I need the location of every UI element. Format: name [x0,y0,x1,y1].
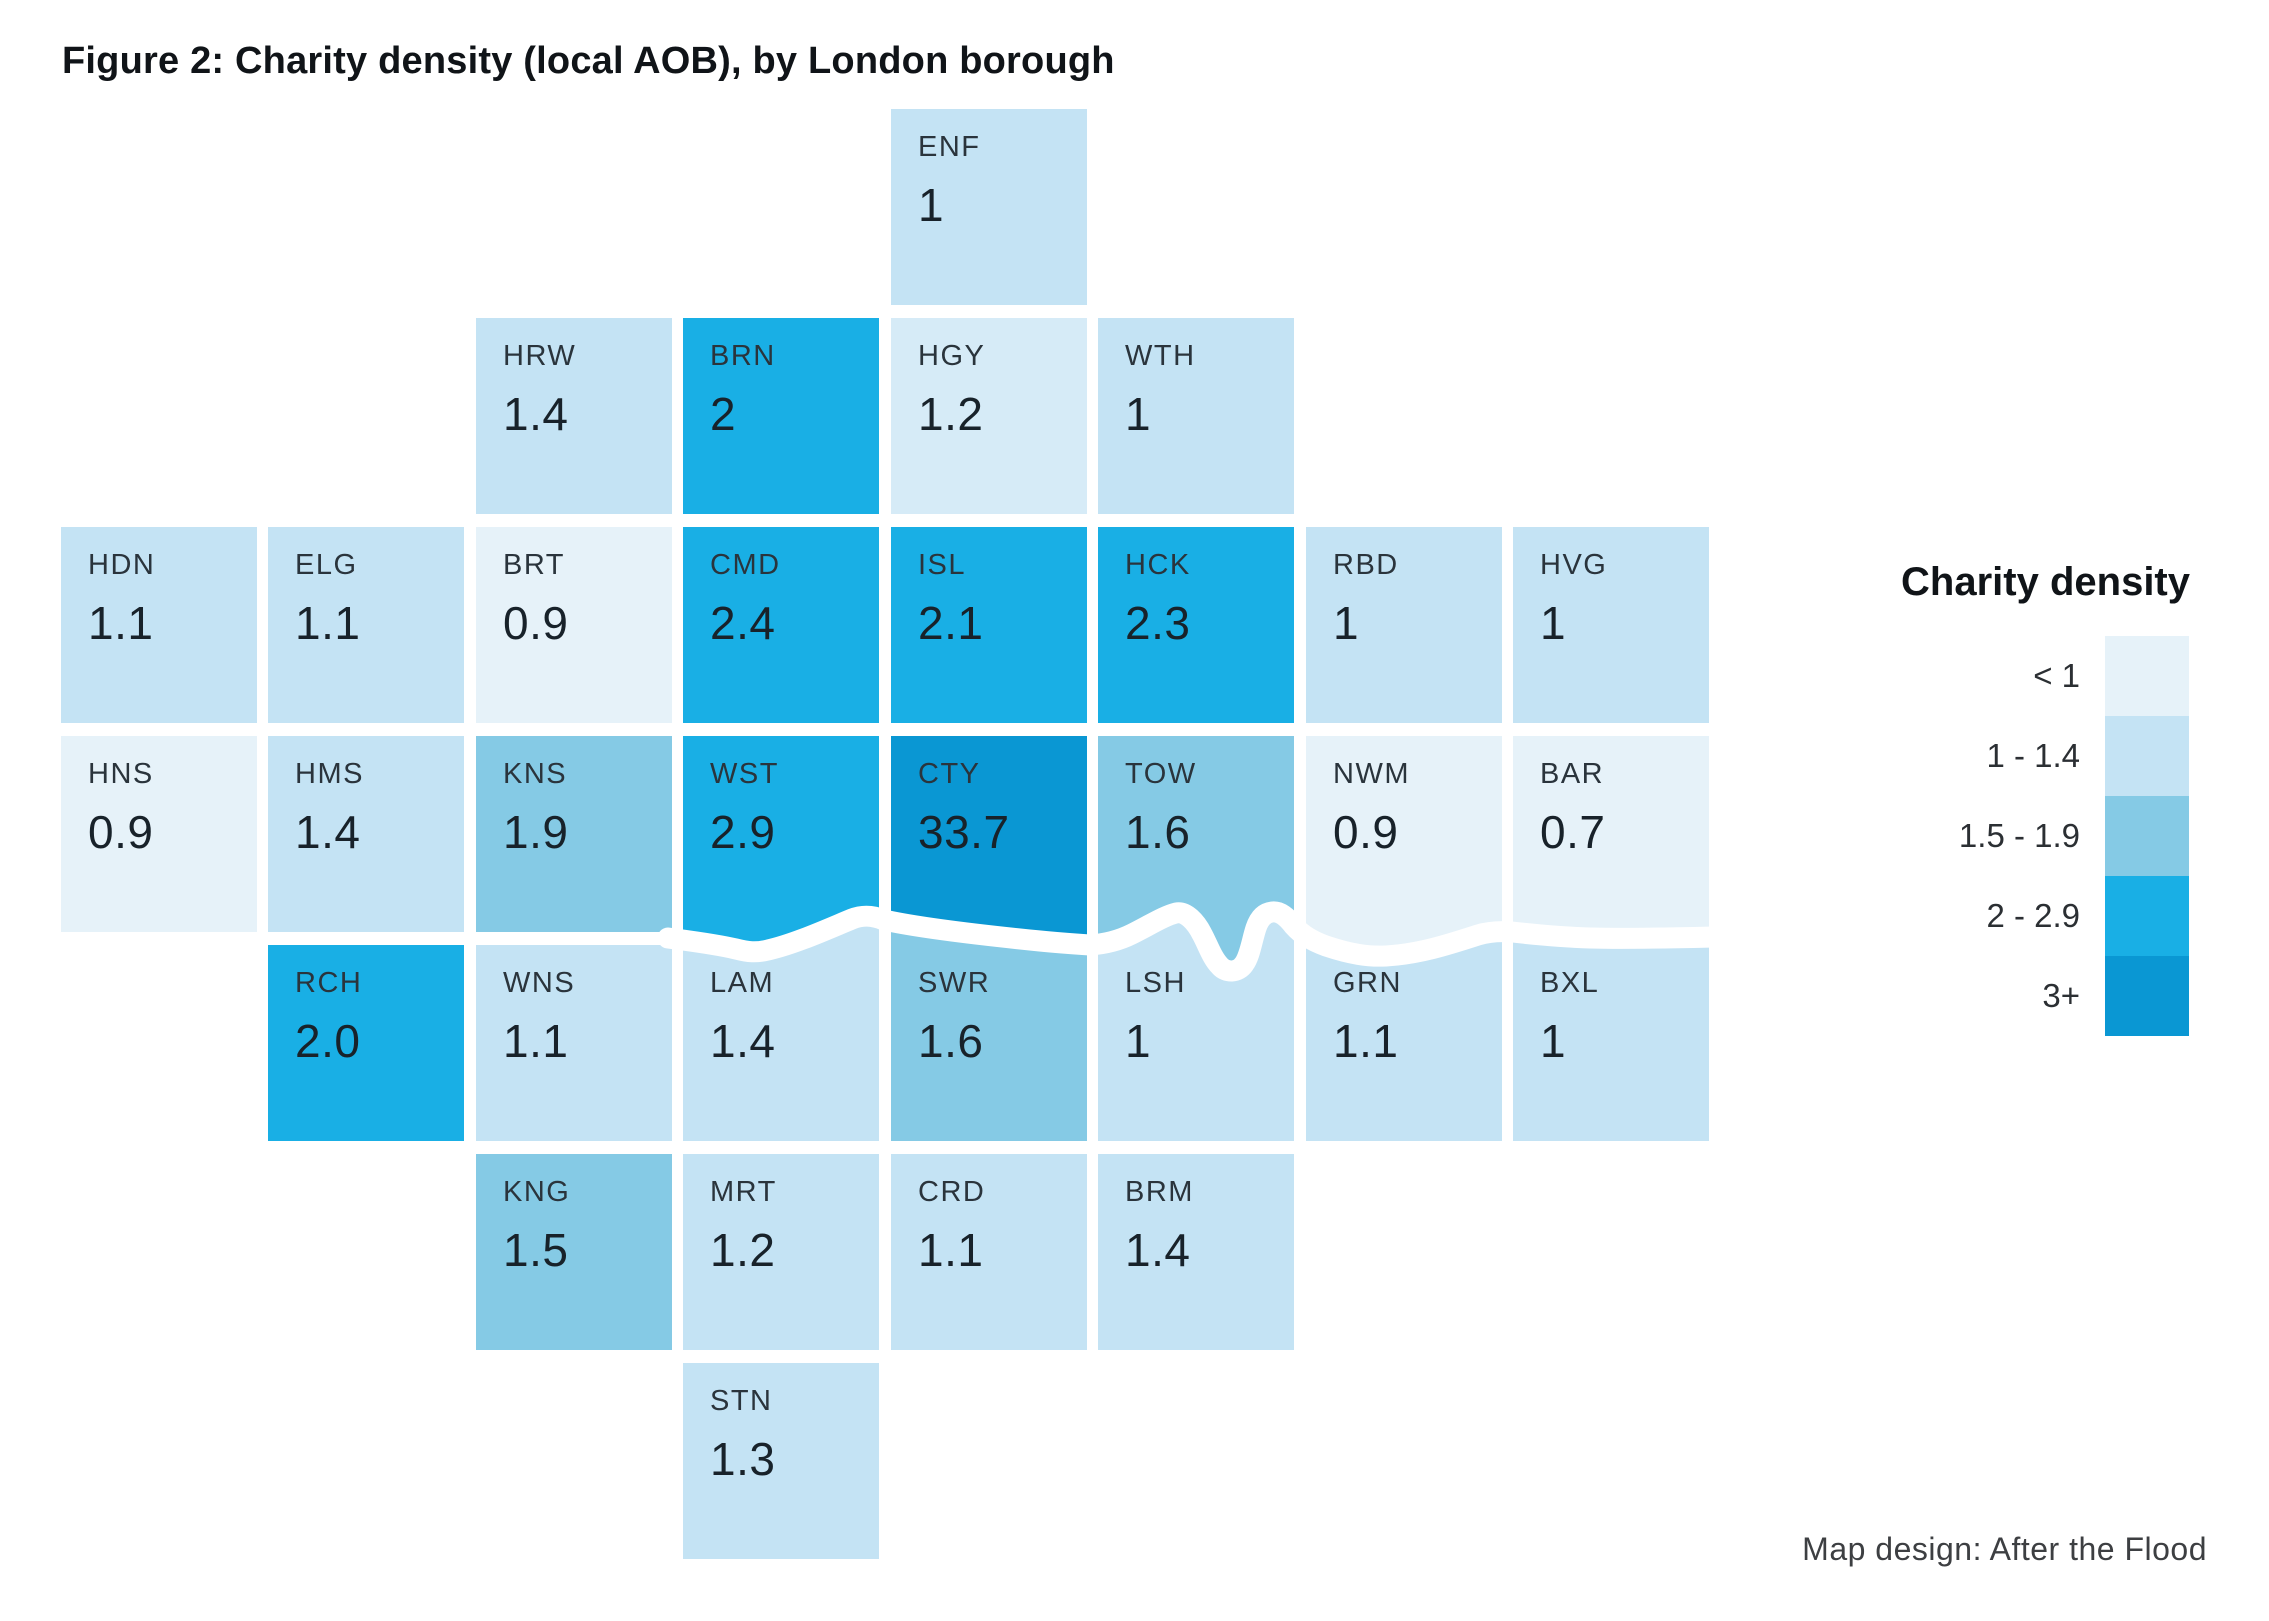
map-credit: Map design: After the Flood [1802,1531,2207,1567]
borough-tile-hgy [891,318,1087,514]
borough-tile-cmd [683,527,879,723]
borough-tile-wth [1098,318,1294,514]
legend-swatch [2105,636,2189,716]
borough-tile-hvg [1513,527,1709,723]
borough-tile-elg [268,527,464,723]
legend-swatch [2105,956,2189,1036]
borough-tile-crd [891,1154,1087,1350]
borough-tile-stn [683,1363,879,1559]
legend-swatch [2105,716,2189,796]
legend-bin-label: 1 - 1.4 [1986,737,2080,774]
borough-tile-hrw [476,318,672,514]
borough-tile-rbd [1306,527,1502,723]
legend-swatch [2105,876,2189,956]
borough-tile-brm [1098,1154,1294,1350]
legend-bin-label: 3+ [2042,977,2080,1014]
borough-tile-hdn [61,527,257,723]
legend-bin-label: < 1 [2033,657,2080,694]
borough-tile-kns [476,736,672,932]
legend-bin-label: 1.5 - 1.9 [1958,817,2080,854]
borough-tile-hck [1098,527,1294,723]
borough-tile-mrt [683,1154,879,1350]
borough-tile-kng [476,1154,672,1350]
legend-bin-label: 2 - 2.9 [1986,897,2080,934]
borough-tile-hms [268,736,464,932]
borough-tile-brt [476,527,672,723]
legend-swatch [2105,796,2189,876]
borough-tile-enf [891,109,1087,305]
borough-tile-hns [61,736,257,932]
borough-tile-isl [891,527,1087,723]
borough-tile-brn [683,318,879,514]
legend-title: Charity density [1901,560,2190,604]
figure-title: Figure 2: Charity density (local AOB), b… [62,40,1115,82]
borough-tile-wns [476,945,672,1141]
borough-tile-rch [268,945,464,1141]
